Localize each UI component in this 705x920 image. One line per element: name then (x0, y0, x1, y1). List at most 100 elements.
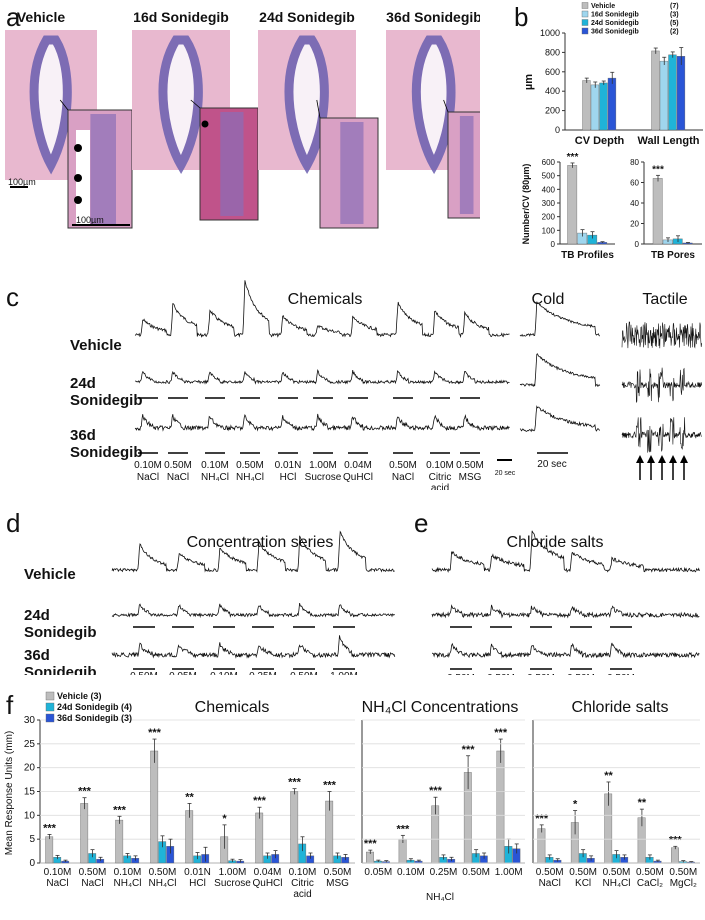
y-tick-label: 1000 (540, 28, 560, 38)
category-label: MgCl₂ (670, 878, 697, 889)
bar (290, 791, 299, 864)
category-label: QuHCl (252, 878, 282, 889)
group-label: 16d Sonidegib (133, 9, 229, 25)
stimulus-concentration: 0.04M (344, 460, 372, 471)
row-label: Sonidegib (24, 664, 97, 675)
bar (45, 836, 54, 864)
y-tick-label: 20 (24, 763, 36, 774)
cold-trace (519, 301, 601, 337)
significance-stars: *** (396, 823, 410, 835)
category-label: TB Profiles (561, 250, 614, 261)
y-tick-label: 100 (542, 226, 556, 235)
category-label: NaCl (539, 878, 561, 889)
significance-stars: *** (288, 777, 302, 789)
y-tick-label: 0 (551, 240, 556, 249)
y-tick-label: 200 (545, 106, 560, 116)
bar (567, 165, 578, 245)
stimulus-name: HCl (280, 472, 297, 483)
y-axis-label: µm (523, 74, 535, 90)
category-label: 0.10M (114, 867, 142, 878)
panel-c-letter: c (6, 282, 19, 312)
tactile-arrow-head (680, 455, 688, 463)
y-tick-label: 5 (29, 834, 35, 845)
significance-stars: *** (364, 838, 378, 850)
bar (676, 56, 686, 131)
inset-epithelium (90, 114, 116, 224)
category-label: 0.50M (669, 867, 697, 878)
bar (582, 80, 591, 131)
significance-stars: * (573, 799, 578, 811)
bar (607, 77, 617, 131)
stimulus-concentration: 0.50M (607, 673, 635, 675)
y-tick-label: 40 (630, 199, 639, 208)
bar (537, 828, 546, 864)
category-label: CV Depth (575, 135, 625, 147)
pore-marker (74, 174, 82, 182)
legend-n: (7) (670, 3, 679, 10)
category-label: 0.50M (636, 867, 664, 878)
row-label: 36d (70, 427, 96, 444)
category-label: 0.10M (397, 867, 425, 878)
category-label: MSG (326, 878, 349, 889)
neural-trace (431, 530, 700, 573)
stimulus-name: NH₄Cl (236, 472, 264, 483)
legend-n: (3) (670, 12, 679, 19)
stimulus-name: NH₄Cl (201, 472, 229, 483)
category-label: 0.50M (536, 867, 564, 878)
bar (668, 54, 677, 131)
stimulus-concentration: 0.50M (447, 673, 475, 675)
trench-epithelium (284, 35, 329, 175)
stimulus-name: NaCl (137, 472, 159, 483)
inset-connector (59, 99, 69, 111)
significance-stars: *** (462, 744, 476, 756)
stimulus-concentration: 0.50M (164, 460, 192, 471)
legend-label: 24d Sonidegib (591, 20, 639, 27)
legend-n: (5) (670, 20, 679, 27)
inset-connector (190, 99, 201, 109)
significance-stars: ** (185, 791, 194, 803)
row-label: Vehicle (24, 566, 76, 583)
stimulus-name: Citric (429, 472, 452, 483)
concentration-label: 1.00M (330, 671, 358, 675)
neural-trace (134, 280, 510, 339)
significance-stars: *** (669, 834, 683, 846)
y-tick-label: 600 (545, 67, 560, 77)
panel-f-letter: f (6, 690, 14, 720)
legend-label: Vehicle (591, 3, 615, 10)
category-label: Sucrose (214, 878, 251, 889)
y-tick-label: 10 (24, 810, 36, 821)
cold-trace (519, 405, 601, 433)
significance-stars: *** (652, 164, 664, 175)
panel-f-charts: 051015202530***0.10MNaCl***0.50MNaCl***0… (4, 691, 700, 903)
salts-chart-title: Chloride salts (572, 699, 669, 716)
bar (651, 50, 660, 131)
significance-stars: *** (43, 822, 57, 834)
legend-label: 36d Sonidegib (591, 29, 639, 36)
panel-e-recordings: Chloride salts0.50MNaCl0.50MKCl0.50MNH₄C… (431, 530, 700, 675)
inset-connector (316, 99, 321, 119)
bar (671, 847, 679, 864)
histology-svg: Vehicle 16d Sonidegib 24d Sonidegib 36d Son… (5, 9, 480, 229)
panel-a-histology: Vehicle 16d Sonidegib 24d Sonidegib 36d Son… (0, 0, 480, 235)
stimulus-name: MSG (459, 472, 482, 483)
legend-label: Vehicle (3) (57, 691, 102, 701)
stimulus-concentration: 0.50M (567, 673, 595, 675)
category-label: 0.04M (254, 867, 282, 878)
stimulus-concentration: 0.50M (487, 673, 515, 675)
y-tick-label: 600 (542, 158, 556, 167)
category-label: 0.01N (184, 867, 211, 878)
tactile-trace (621, 321, 702, 349)
category-label: KCl (575, 878, 591, 889)
tactile-arrow-head (647, 455, 655, 463)
category-label: NH₄Cl (114, 878, 142, 889)
category-label: 0.50M (79, 867, 107, 878)
bar (255, 812, 264, 864)
scale-bar-label: 100µm (8, 177, 36, 187)
y-tick-label: 0 (635, 240, 640, 249)
neural-trace (111, 530, 395, 573)
stimulus-concentration: 0.10M (426, 460, 454, 471)
legend-swatch (45, 702, 55, 712)
significance-stars: *** (567, 152, 579, 163)
category-label: 0.50M (569, 867, 597, 878)
cold-scale-label: 20 sec (537, 459, 566, 470)
